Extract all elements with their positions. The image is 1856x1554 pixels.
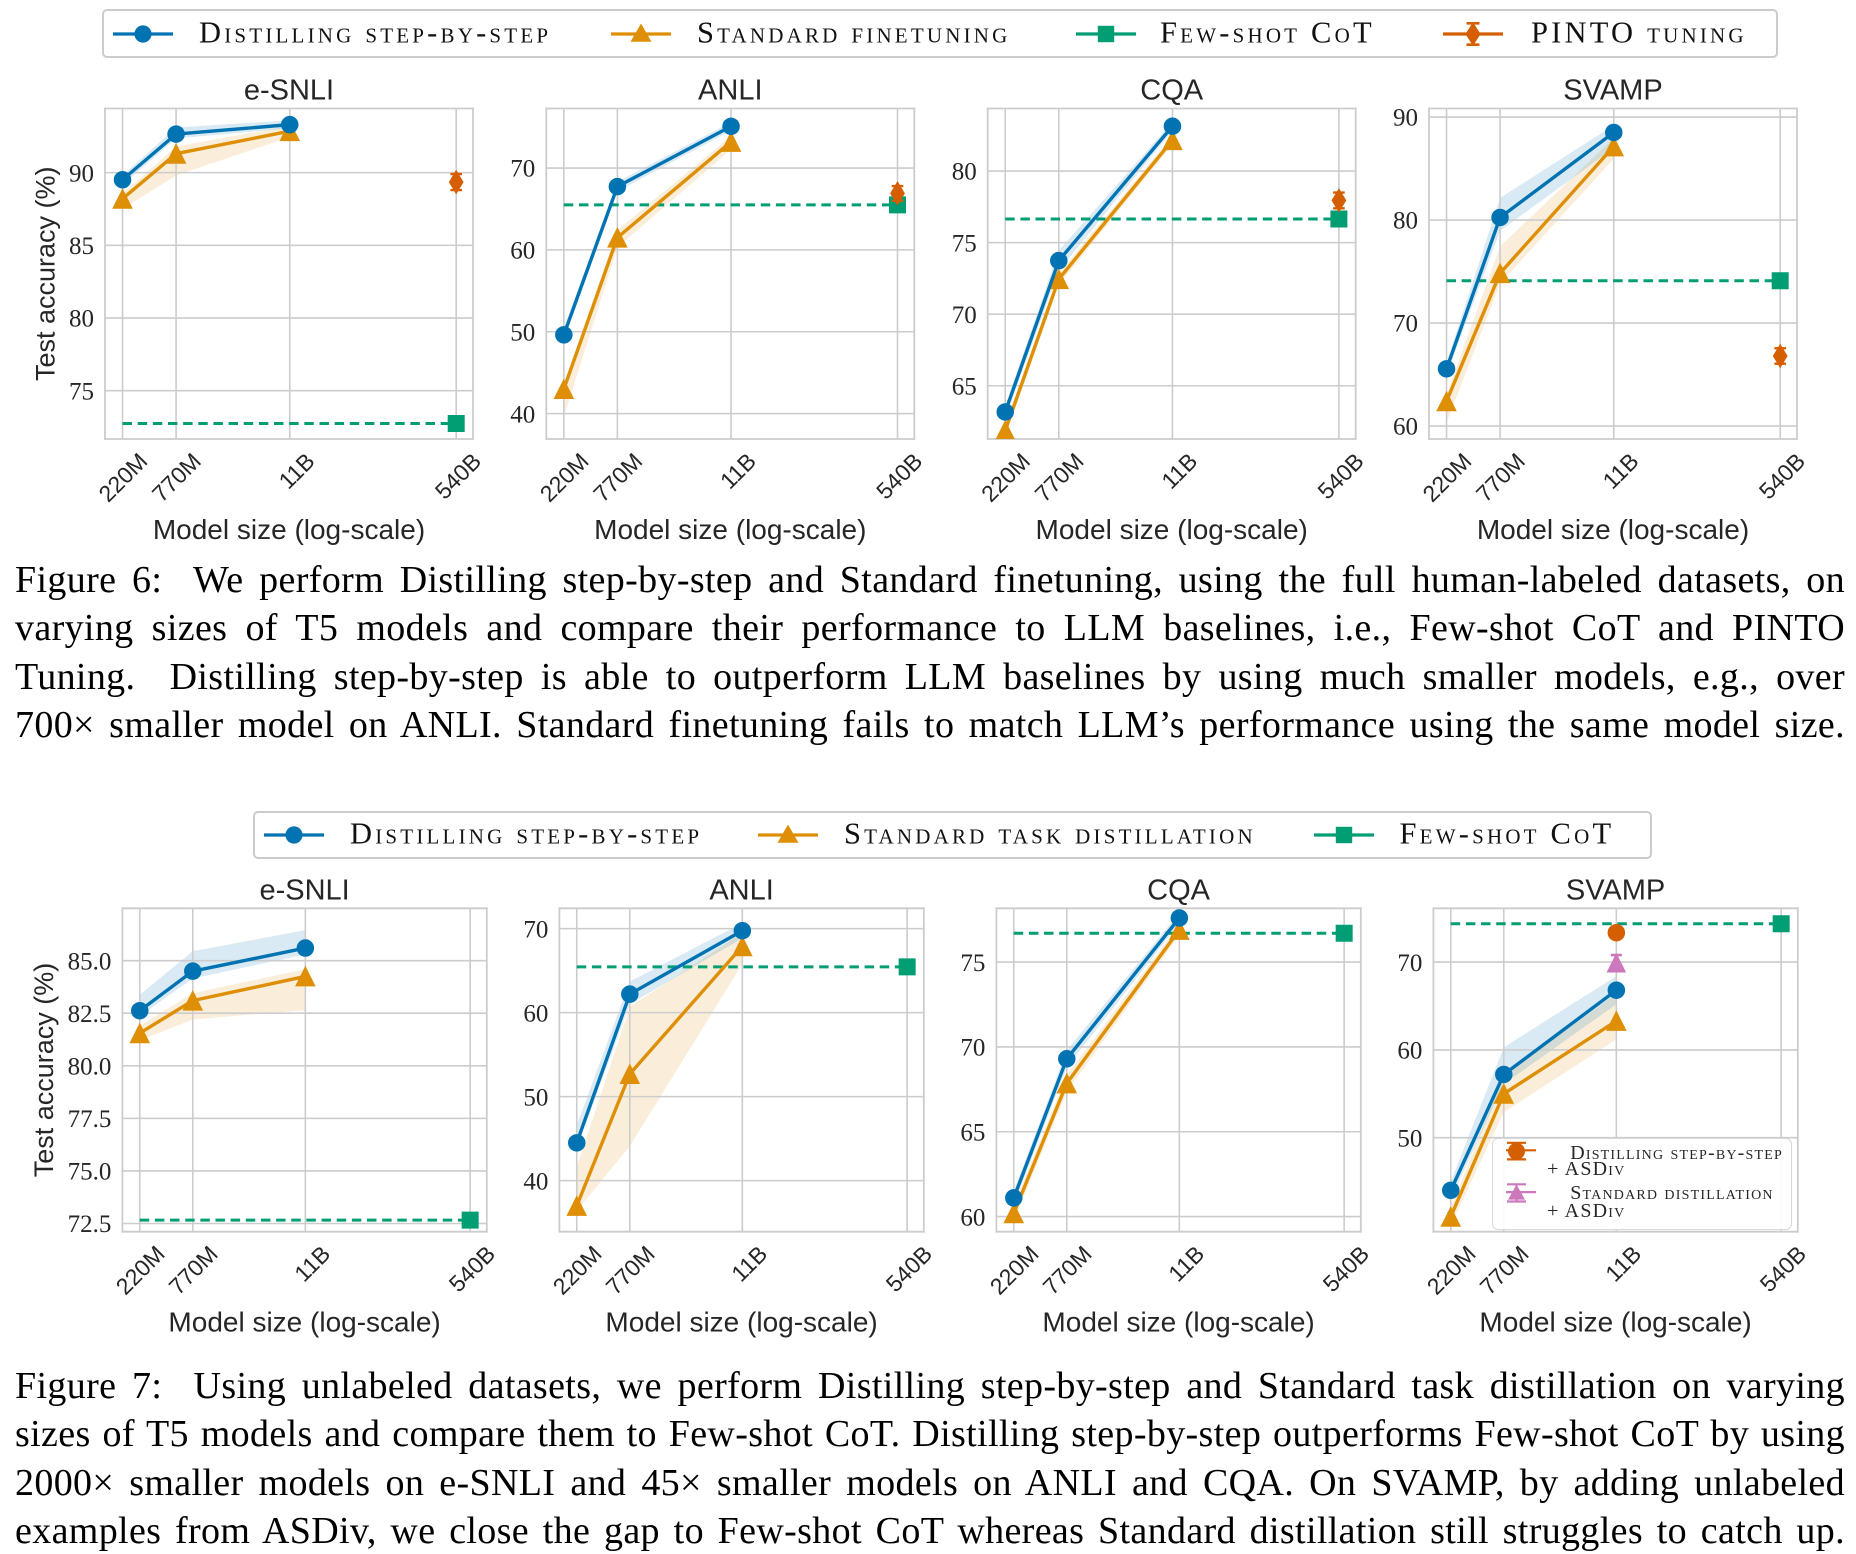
svg-text:50: 50 — [510, 319, 535, 346]
svg-text:Model size (log-scale): Model size (log-scale) — [605, 1307, 877, 1338]
svg-text:50: 50 — [1397, 1125, 1422, 1152]
svg-text:Model size (log-scale): Model size (log-scale) — [1036, 514, 1308, 545]
svg-text:SVAMP: SVAMP — [1563, 75, 1662, 107]
svg-text:Test accuracy (%): Test accuracy (%) — [29, 963, 59, 1178]
svg-text:75: 75 — [69, 378, 94, 405]
svg-text:60: 60 — [510, 238, 535, 265]
svg-text:60: 60 — [1393, 414, 1418, 441]
svg-text:85: 85 — [69, 233, 94, 260]
svg-text:70: 70 — [960, 1035, 985, 1062]
svg-text:70: 70 — [952, 302, 977, 329]
svg-text:72.5: 72.5 — [68, 1211, 112, 1238]
svg-text:80: 80 — [952, 159, 977, 186]
svg-text:SVAMP: SVAMP — [1566, 874, 1665, 906]
svg-text:e-SNLI: e-SNLI — [244, 75, 334, 107]
svg-text:60: 60 — [960, 1204, 985, 1231]
svg-text:ANLI: ANLI — [709, 874, 773, 906]
svg-text:60: 60 — [523, 1000, 548, 1027]
svg-text:ANLI: ANLI — [698, 75, 762, 107]
svg-text:Model size (log-scale): Model size (log-scale) — [1479, 1307, 1751, 1338]
svg-text:Model size (log-scale): Model size (log-scale) — [168, 1307, 440, 1338]
svg-text:Model size (log-scale): Model size (log-scale) — [594, 514, 866, 545]
svg-text:40: 40 — [510, 401, 535, 428]
svg-text:65: 65 — [960, 1119, 985, 1146]
svg-text:75.0: 75.0 — [68, 1159, 112, 1186]
svg-text:75: 75 — [952, 230, 977, 257]
svg-text:85.0: 85.0 — [68, 948, 112, 975]
svg-text:e-SNLI: e-SNLI — [259, 874, 349, 906]
svg-text:CQA: CQA — [1147, 874, 1211, 906]
svg-text:70: 70 — [523, 916, 548, 943]
svg-text:Model size (log-scale): Model size (log-scale) — [1477, 514, 1749, 545]
svg-text:40: 40 — [523, 1168, 548, 1195]
svg-text:60: 60 — [1397, 1038, 1422, 1065]
svg-text:82.5: 82.5 — [68, 1001, 112, 1028]
svg-text:90: 90 — [1393, 105, 1418, 132]
svg-text:50: 50 — [523, 1084, 548, 1111]
svg-text:90: 90 — [69, 160, 94, 187]
svg-text:80.0: 80.0 — [68, 1053, 112, 1080]
svg-text:80: 80 — [69, 306, 94, 333]
svg-text:70: 70 — [510, 156, 535, 183]
svg-text:70: 70 — [1397, 950, 1422, 977]
svg-text:77.5: 77.5 — [68, 1106, 112, 1133]
svg-text:Test accuracy (%): Test accuracy (%) — [30, 166, 60, 381]
svg-text:65: 65 — [952, 373, 977, 400]
svg-text:Model size (log-scale): Model size (log-scale) — [1042, 1307, 1314, 1338]
svg-text:80: 80 — [1393, 208, 1418, 235]
svg-text:Model size (log-scale): Model size (log-scale) — [153, 514, 425, 545]
svg-text:CQA: CQA — [1140, 75, 1204, 107]
svg-text:75: 75 — [960, 950, 985, 977]
svg-text:70: 70 — [1393, 311, 1418, 338]
